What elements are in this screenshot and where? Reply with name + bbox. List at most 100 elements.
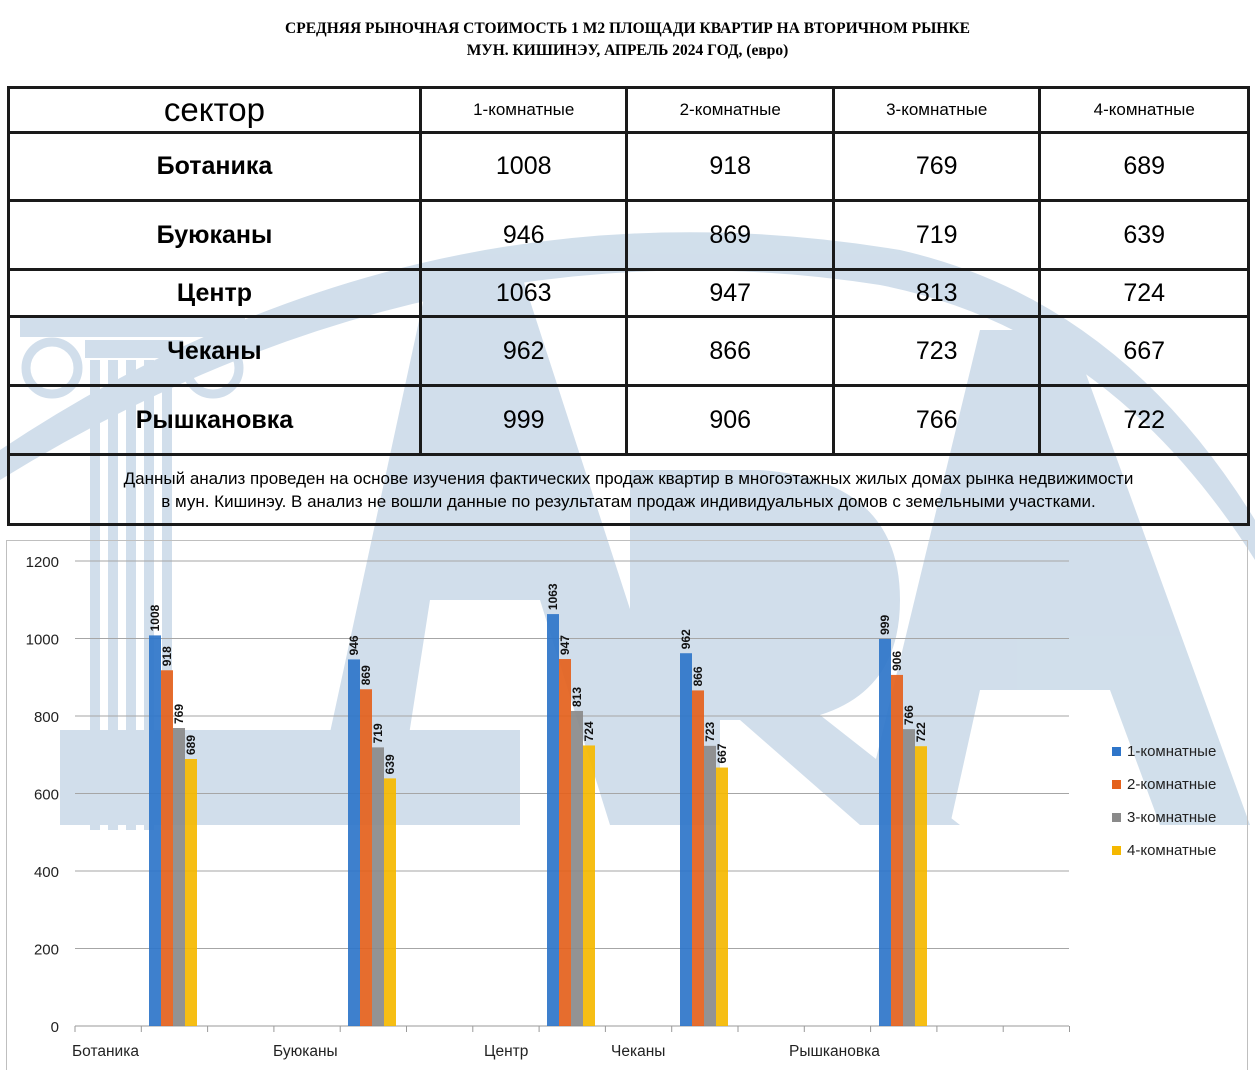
row-sector: Центр <box>7 268 422 318</box>
legend-swatch <box>1112 813 1121 822</box>
table-row: Чеканы 962 866 723 667 <box>7 315 1250 387</box>
row-sector: Ботаника <box>7 131 422 202</box>
bar <box>571 710 583 1026</box>
data-label: 724 <box>582 721 596 741</box>
row-value: 1008 <box>418 131 629 202</box>
row-value: 999 <box>418 384 629 456</box>
data-label: 962 <box>679 629 693 649</box>
data-label: 947 <box>558 635 572 655</box>
bar <box>547 614 559 1026</box>
data-label: 689 <box>184 735 198 755</box>
bar <box>583 745 595 1026</box>
data-label: 1008 <box>148 604 162 631</box>
bar <box>348 659 360 1026</box>
data-label: 766 <box>902 705 916 725</box>
y-tick-label: 200 <box>34 942 59 959</box>
legend-swatch <box>1112 780 1121 789</box>
bar <box>903 729 915 1026</box>
row-value: 866 <box>625 315 835 387</box>
legend-label: 3-комнатные <box>1127 809 1216 826</box>
bar <box>680 653 692 1026</box>
x-category-label: Чеканы <box>611 1043 665 1060</box>
row-sector: Чеканы <box>7 315 422 387</box>
legend-swatch <box>1112 747 1121 756</box>
y-tick-label: 1000 <box>26 632 59 649</box>
legend-label: 4-комнатные <box>1127 842 1216 859</box>
legend-swatch <box>1112 846 1121 855</box>
header-sector: сектор <box>7 86 422 134</box>
data-label: 1063 <box>546 583 560 610</box>
bar <box>716 767 728 1026</box>
data-label: 869 <box>359 665 373 685</box>
row-value: 722 <box>1038 384 1250 456</box>
y-tick-label: 400 <box>34 864 59 881</box>
header-col-1: 1-комнатные <box>418 86 629 134</box>
page-title: СРЕДНЯЯ РЫНОЧНАЯ СТОИМОСТЬ 1 М2 ПЛОЩАДИ … <box>0 18 1255 62</box>
bar <box>704 745 716 1026</box>
legend-label: 1-комнатные <box>1127 743 1216 760</box>
data-label: 906 <box>890 651 904 671</box>
bar <box>879 638 891 1026</box>
table-row: Ботаника 1008 918 769 689 <box>7 131 1250 202</box>
table-row: Рышкановка 999 906 766 722 <box>7 384 1250 456</box>
row-value: 906 <box>625 384 835 456</box>
bar <box>185 759 197 1026</box>
row-value: 723 <box>831 315 1042 387</box>
table-row: Центр 1063 947 813 724 <box>7 268 1250 318</box>
row-sector: Рышкановка <box>7 384 422 456</box>
bar <box>149 635 161 1026</box>
row-value: 667 <box>1038 315 1250 387</box>
data-label: 667 <box>715 743 729 763</box>
data-label: 918 <box>160 646 174 666</box>
header-col-4: 4-комнатные <box>1038 86 1250 134</box>
x-category-label: Рышкановка <box>789 1043 880 1060</box>
y-tick-label: 1200 <box>26 554 59 571</box>
data-label: 639 <box>383 754 397 774</box>
title-line-1: СРЕДНЯЯ РЫНОЧНАЯ СТОИМОСТЬ 1 М2 ПЛОЩАДИ … <box>285 20 970 37</box>
row-value: 639 <box>1038 199 1250 271</box>
table-row: Буюканы 946 869 719 639 <box>7 199 1250 271</box>
y-tick-label: 600 <box>34 787 59 804</box>
y-tick-label: 800 <box>34 709 59 726</box>
bar <box>559 659 571 1026</box>
bar-chart-svg: 0 200 400 600 800 1000 1200 Ботаника 1008 918 769 6… <box>26 554 1217 1060</box>
row-value: 724 <box>1038 268 1250 318</box>
data-label: 866 <box>691 666 705 686</box>
row-value: 689 <box>1038 131 1250 202</box>
bar <box>372 747 384 1026</box>
title-line-2: МУН. КИШИНЭУ, АПРЕЛЬ 2024 ГОД, (евро) <box>466 42 789 59</box>
data-label: 719 <box>371 723 385 743</box>
header-col-2: 2-комнатные <box>625 86 835 134</box>
row-value: 719 <box>831 199 1042 271</box>
row-value: 946 <box>418 199 629 271</box>
row-value: 813 <box>831 268 1042 318</box>
data-label: 769 <box>172 704 186 724</box>
table-note: Данный анализ проведен на основе изучени… <box>7 453 1250 526</box>
table-note-row: Данный анализ проведен на основе изучени… <box>7 453 1250 526</box>
row-value: 947 <box>625 268 835 318</box>
x-category-label: Ботаника <box>72 1043 139 1060</box>
row-sector: Буюканы <box>7 199 422 271</box>
row-value: 918 <box>625 131 835 202</box>
legend-label: 2-комнатные <box>1127 776 1216 793</box>
data-label: 723 <box>703 721 717 741</box>
row-value: 869 <box>625 199 835 271</box>
note-line-2: в мун. Кишинэу. В анализ не вошли данные… <box>161 491 1096 511</box>
data-label: 946 <box>347 635 361 655</box>
y-tick-label: 0 <box>51 1019 59 1036</box>
data-label: 999 <box>878 615 892 635</box>
note-line-1: Данный анализ проведен на основе изучени… <box>123 468 1134 488</box>
data-label: 813 <box>570 687 584 707</box>
header-col-3: 3-комнатные <box>831 86 1042 134</box>
table-header-row: сектор 1-комнатные 2-комнатные 3-комнатн… <box>7 86 1250 134</box>
bar <box>173 728 185 1026</box>
data-label: 722 <box>914 722 928 742</box>
row-value: 769 <box>831 131 1042 202</box>
x-category-label: Центр <box>484 1043 528 1060</box>
bar <box>915 746 927 1026</box>
bar <box>384 778 396 1026</box>
bar-chart: 0 200 400 600 800 1000 1200 Ботаника 1008 918 769 6… <box>6 540 1248 1070</box>
bar <box>891 674 903 1026</box>
x-category-label: Буюканы <box>273 1043 338 1060</box>
row-value: 1063 <box>418 268 629 318</box>
